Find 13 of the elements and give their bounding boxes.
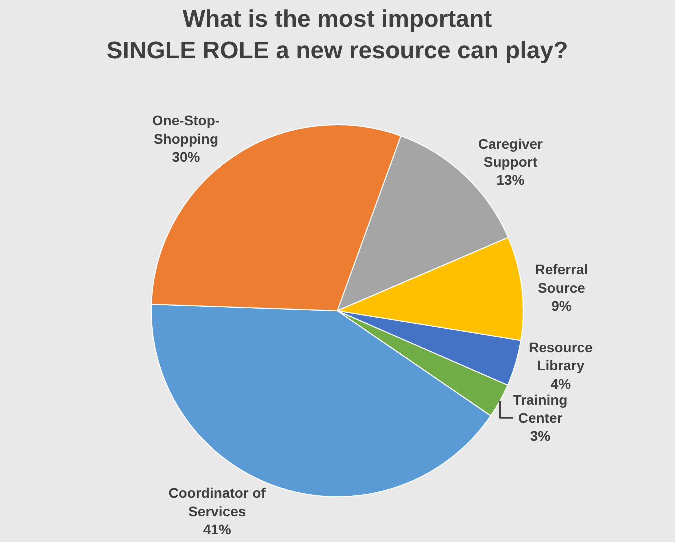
slice-label: Resource Library [529, 339, 594, 374]
slice-label: Training Center [513, 392, 568, 426]
chart-title: What is the most important SINGLE ROLE a new resource can play? [106, 6, 568, 64]
data-label: 4% [550, 376, 572, 392]
slice-label: Coordinator of Services [168, 485, 266, 520]
slice-label: Referral Source [535, 262, 588, 296]
slice-label: One-Stop-Shopping [152, 112, 220, 147]
data-label: 13% [496, 172, 526, 188]
data-label: 41% [203, 522, 232, 538]
data-label: 3% [530, 428, 552, 444]
slice-label: Caregiver Support [478, 136, 544, 170]
data-label: 30% [172, 148, 201, 165]
data-label: 9% [552, 298, 572, 314]
